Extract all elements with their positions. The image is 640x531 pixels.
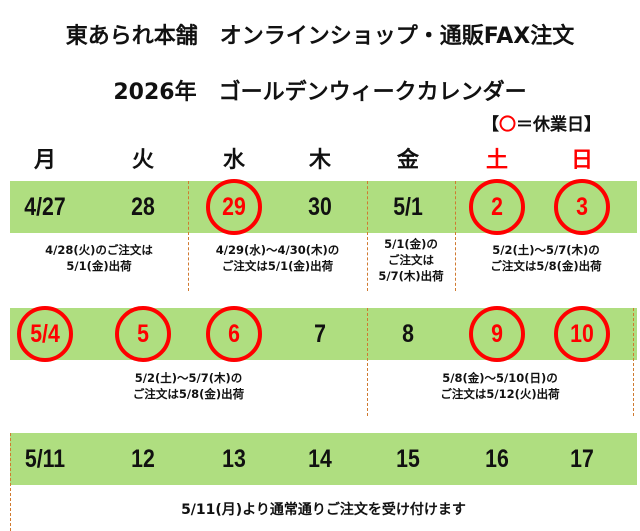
weekday-header: 金 <box>396 148 419 173</box>
week-row-bar <box>10 181 637 233</box>
divider <box>188 181 189 291</box>
calendar-day: 17 <box>570 445 594 473</box>
calendar-day: 10 <box>570 320 594 348</box>
weekday-header: 土 <box>485 148 508 173</box>
calendar-day: 14 <box>308 445 332 473</box>
calendar-day: 8 <box>402 320 414 348</box>
calendar-day: 3 <box>576 193 588 221</box>
weekday-header: 日 <box>570 148 593 173</box>
holiday-circle-icon: 〇 <box>499 115 516 135</box>
divider <box>10 433 11 531</box>
holiday-circle-icon <box>469 306 525 362</box>
calendar-title: 2026年 ゴールデンウィークカレンダー <box>113 80 527 105</box>
holiday-circle-icon <box>115 306 171 362</box>
divider <box>455 181 456 291</box>
calendar-day: 4/27 <box>24 193 66 221</box>
shipping-note: 4/28(火)のご注文は 5/1(金)出荷 <box>45 243 153 273</box>
calendar-day: 5/11 <box>24 445 66 473</box>
calendar-day: 12 <box>131 445 155 473</box>
holiday-circle-icon <box>17 306 73 362</box>
holiday-circle-icon <box>206 306 262 362</box>
week-row-bar <box>10 308 637 360</box>
calendar-day: 16 <box>485 445 509 473</box>
weekday-header: 火 <box>131 148 154 173</box>
calendar-day: 5 <box>137 320 149 348</box>
weekday-header: 水 <box>222 148 245 173</box>
shipping-note: 5/11(月)より通常通りご注文を受け付けます <box>181 502 466 518</box>
legend-bracket: 【 <box>482 115 499 135</box>
divider <box>367 308 368 416</box>
holiday-circle-icon <box>206 179 262 235</box>
shipping-note: 5/1(金)の ご注文は 5/7(木)出荷 <box>378 237 444 283</box>
shipping-note: 4/29(水)～4/30(木)の ご注文は5/1(金)出荷 <box>215 243 340 273</box>
page-title: 東あられ本舗 オンラインショップ・通販FAX注文 <box>65 24 575 49</box>
shipping-note: 5/2(土)～5/7(木)の ご注文は5/8(金)出荷 <box>490 243 602 273</box>
week-row-bar <box>10 433 637 485</box>
holiday-legend: 【〇＝休業日】 <box>482 110 601 135</box>
legend-text: ＝休業日】 <box>516 115 601 135</box>
divider <box>367 181 368 291</box>
calendar-day: 9 <box>491 320 503 348</box>
calendar-day: 13 <box>222 445 246 473</box>
calendar-day: 29 <box>222 193 246 221</box>
calendar-day: 5/4 <box>30 320 60 348</box>
calendar-day: 2 <box>491 193 503 221</box>
divider <box>633 308 634 416</box>
shipping-note: 5/2(土)～5/7(木)の ご注文は5/8(金)出荷 <box>132 371 245 401</box>
weekday-header: 木 <box>308 148 331 173</box>
calendar-day: 30 <box>308 193 332 221</box>
calendar-day: 6 <box>228 320 240 348</box>
calendar-day: 15 <box>396 445 420 473</box>
holiday-circle-icon <box>469 179 525 235</box>
calendar-day: 5/1 <box>393 193 423 221</box>
calendar-day: 7 <box>314 320 326 348</box>
shipping-note: 5/8(金)～5/10(日)の ご注文は5/12(火)出荷 <box>440 371 560 401</box>
weekday-header: 月 <box>33 148 56 173</box>
holiday-circle-icon <box>554 306 610 362</box>
calendar-day: 28 <box>131 193 155 221</box>
holiday-circle-icon <box>554 179 610 235</box>
